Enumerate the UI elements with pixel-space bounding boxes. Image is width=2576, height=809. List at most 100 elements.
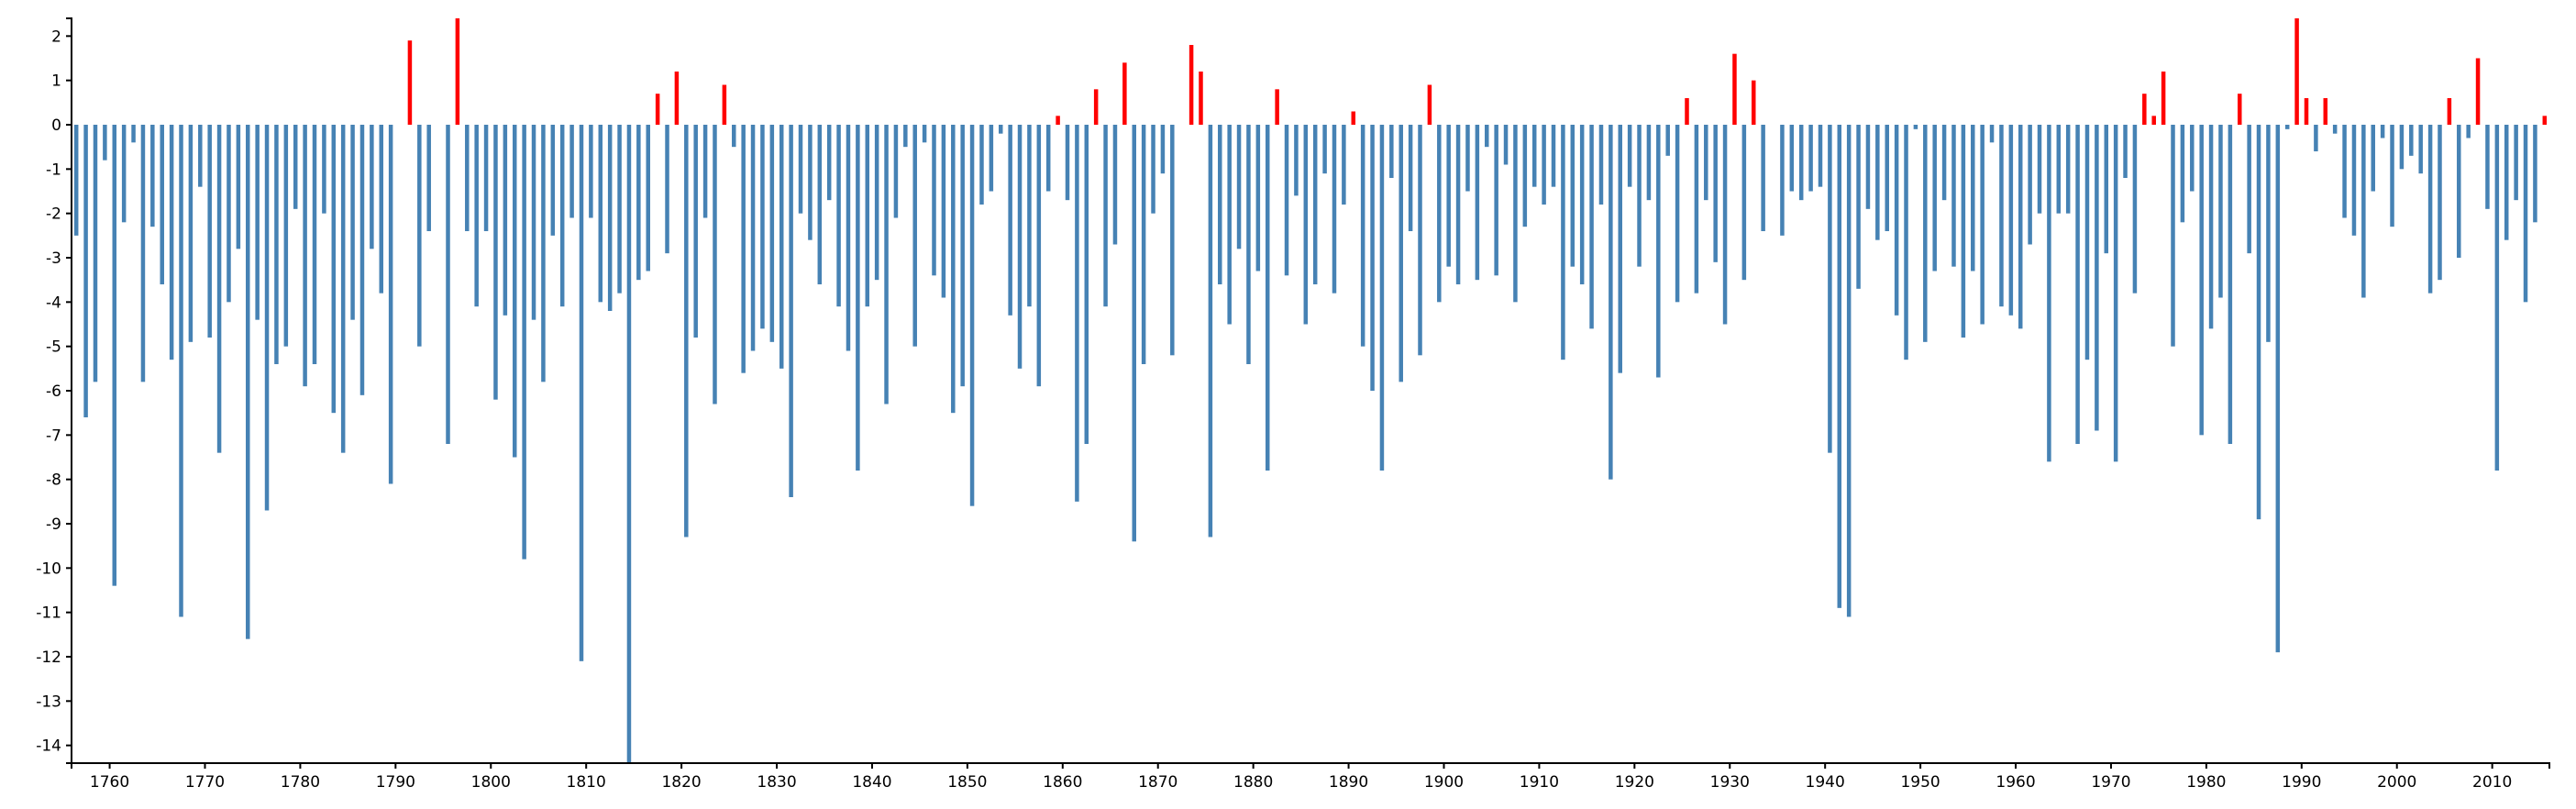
bar-1971 [2123, 125, 2128, 178]
bar-1970 [2113, 125, 2118, 462]
x-axis: 1760 1770 1780 1790 1800 1810 1820 1830 1840 1850… [71, 762, 2550, 792]
bar-1766 [169, 125, 174, 360]
bar-1943 [1856, 125, 1861, 289]
bar-1759 [103, 125, 107, 161]
x-tick-label: 1870 [1138, 773, 1177, 792]
bar-1899 [1437, 125, 1442, 303]
bar-1819 [674, 72, 680, 125]
bar-1849 [960, 125, 965, 387]
x-axis-line [71, 762, 2550, 769]
bar-1801 [503, 125, 508, 316]
y-tick-label: -5 [46, 338, 61, 357]
bar-1778 [283, 125, 289, 347]
bar-1866 [1122, 62, 1127, 125]
bar-2015 [2542, 116, 2548, 125]
bar-1902 [1465, 125, 1470, 192]
bar-1859 [1056, 116, 1060, 125]
bar-1781 [312, 125, 317, 364]
bar-1779 [293, 125, 298, 209]
bar-1952 [1941, 125, 1947, 201]
x-tick-label: 1800 [471, 773, 511, 792]
y-tick-label: -4 [46, 294, 61, 312]
bar-1862 [1084, 125, 1089, 444]
x-tick-label: 1970 [2091, 773, 2130, 792]
bar-1993 [2332, 125, 2338, 134]
bar-2001 [2409, 125, 2414, 156]
x-tick-label: 1900 [1424, 773, 1464, 792]
bar-1973 [2142, 94, 2147, 125]
x-tick-label: 2010 [2472, 773, 2512, 792]
bar-1785 [350, 125, 355, 320]
x-tick-label: 1850 [947, 773, 987, 792]
bar-1876 [1218, 125, 1222, 284]
bar-1898 [1427, 84, 1432, 125]
bar-1848 [951, 125, 956, 414]
bar-1963 [2047, 125, 2051, 462]
bar-1903 [1475, 125, 1480, 281]
bar-1853 [999, 125, 1003, 134]
bar-1884 [1294, 125, 1299, 196]
bar-1797 [465, 125, 470, 231]
bar-2009 [2485, 125, 2490, 209]
bar-1805 [541, 125, 546, 382]
bar-1981 [2218, 125, 2223, 298]
bar-1844 [912, 125, 917, 347]
bar-1803 [522, 125, 526, 560]
bar-1977 [2180, 125, 2185, 223]
bar-1880 [1255, 125, 1261, 272]
y-tick-label: -14 [36, 737, 61, 756]
bar-1960 [2018, 125, 2023, 329]
bar-2005 [2447, 98, 2452, 125]
bar-1762 [131, 125, 136, 143]
bar-1865 [1112, 125, 1118, 245]
bar-1799 [483, 125, 489, 231]
bar-1858 [1045, 125, 1051, 192]
bar-1887 [1322, 125, 1327, 174]
bar-1965 [2065, 125, 2071, 214]
bar-1945 [1875, 125, 1880, 240]
bar-1877 [1227, 125, 1232, 325]
bar-1992 [2323, 98, 2328, 125]
x-tick-label: 1980 [2186, 773, 2226, 792]
bar-1974 [2151, 116, 2156, 125]
bar-1996 [2361, 125, 2366, 298]
x-tick-label: 1930 [1710, 773, 1750, 792]
y-tick-label: -6 [46, 382, 61, 401]
bar-1825 [732, 125, 736, 148]
bar-1798 [474, 125, 479, 307]
bar-1773 [236, 125, 241, 249]
x-tick-label: 1940 [1806, 773, 1845, 792]
bar-1897 [1418, 125, 1422, 356]
bar-1786 [359, 125, 365, 395]
bar-1857 [1036, 125, 1042, 387]
bar-1826 [741, 125, 746, 373]
y-tick-label: -2 [46, 205, 61, 224]
bar-1988 [2284, 125, 2290, 129]
bar-1851 [979, 125, 984, 205]
y-tick-label: -9 [46, 515, 61, 534]
bar-1928 [1713, 125, 1718, 262]
bar-1933 [1761, 125, 1765, 231]
bar-1772 [227, 125, 231, 303]
x-tick-label: 1790 [376, 773, 415, 792]
y-tick-label: -7 [46, 427, 61, 445]
bar-1854 [1008, 125, 1012, 316]
bar-1758 [93, 125, 98, 382]
bar-1991 [2314, 125, 2318, 151]
x-tick-label: 1950 [1900, 773, 1940, 792]
bar-1984 [2247, 125, 2251, 254]
bar-1828 [760, 125, 765, 329]
bar-1835 [826, 125, 832, 201]
bar-1962 [2037, 125, 2042, 214]
bar-2011 [2504, 125, 2509, 240]
bar-1791 [407, 40, 413, 125]
bar-1802 [512, 125, 517, 458]
bar-1905 [1494, 125, 1498, 276]
bar-1925 [1685, 98, 1689, 125]
y-tick-label: -11 [36, 604, 61, 623]
bar-2006 [2457, 125, 2461, 258]
bar-1821 [693, 125, 698, 338]
bar-1810 [589, 125, 593, 218]
bar-1792 [417, 125, 422, 347]
bar-1879 [1246, 125, 1251, 364]
